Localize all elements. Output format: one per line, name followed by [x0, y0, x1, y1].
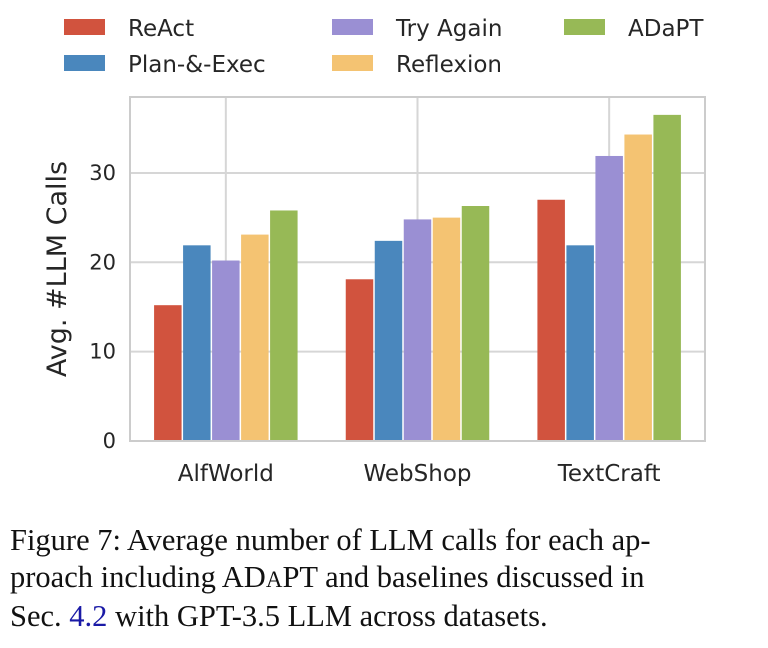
bar: [212, 260, 240, 441]
caption-line-3: Sec. 4.2 with GPT-3.5 LLM across dataset…: [10, 598, 760, 635]
legend-item: ReAct: [64, 16, 194, 42]
legend-swatch: [64, 19, 105, 35]
y-axis-label: Avg. #LLM Calls: [42, 161, 73, 377]
y-tick-label: 20: [89, 250, 116, 274]
legend-item: Try Again: [332, 16, 502, 42]
legend-label: Reflexion: [396, 52, 502, 78]
bar: [653, 114, 681, 442]
bar: [183, 245, 211, 441]
legend-swatch: [64, 55, 105, 71]
legend-label: Try Again: [395, 16, 502, 42]
x-axis-ticks: AlfWorld WebShop TextCraft: [178, 461, 661, 487]
caption-method-name-part: PT: [282, 560, 318, 594]
legend-item: ADaPT: [564, 16, 704, 42]
x-tick-label: AlfWorld: [178, 461, 274, 487]
section-reference-link[interactable]: 4.2: [69, 599, 108, 633]
legend-label: ReAct: [128, 16, 194, 42]
y-axis-ticks: 0 10 20 30: [89, 161, 116, 453]
y-tick-label: 30: [89, 161, 116, 185]
bar: [432, 217, 461, 441]
caption-method-name-part: AD: [221, 560, 266, 594]
caption-text: Sec.: [10, 599, 70, 633]
legend-label: Plan-&-Exec: [128, 52, 266, 78]
bar: [537, 199, 565, 441]
y-tick-label: 10: [89, 340, 116, 364]
caption-text: and baselines discussed in: [317, 560, 645, 594]
plot-frame: [129, 96, 706, 442]
bar: [624, 134, 652, 441]
chart-legend: ReAct Plan-&-Exec Try Again Reflexion ADaPT: [64, 16, 704, 78]
bar: [345, 279, 374, 441]
legend-swatch: [564, 19, 605, 35]
bar: [374, 240, 403, 441]
caption-text: proach including: [10, 560, 222, 594]
legend-item: Plan-&-Exec: [64, 52, 266, 78]
plot-bars: [154, 114, 681, 442]
caption-method-name-part: A: [265, 567, 283, 592]
y-tick-label: 0: [103, 429, 116, 453]
caption-line-1: Figure 7: Average number of LLM calls fo…: [10, 523, 651, 557]
legend-item: Reflexion: [332, 52, 502, 78]
figure-caption: Figure 7: Average number of LLM calls fo…: [10, 522, 760, 635]
x-tick-label: WebShop: [364, 461, 472, 487]
x-tick-label: TextCraft: [557, 461, 661, 487]
caption-line-2: proach including ADAPT and baselines dis…: [10, 559, 760, 598]
legend-label: ADaPT: [628, 16, 704, 42]
bar: [270, 210, 298, 441]
legend-swatch: [332, 55, 373, 71]
bar: [403, 219, 432, 441]
bar: [595, 155, 623, 441]
bar: [154, 305, 182, 441]
bar: [461, 206, 490, 441]
bar: [241, 234, 269, 441]
legend-swatch: [332, 19, 373, 35]
bar: [566, 245, 594, 441]
caption-text: with GPT-3.5 LLM across datasets.: [107, 599, 548, 633]
